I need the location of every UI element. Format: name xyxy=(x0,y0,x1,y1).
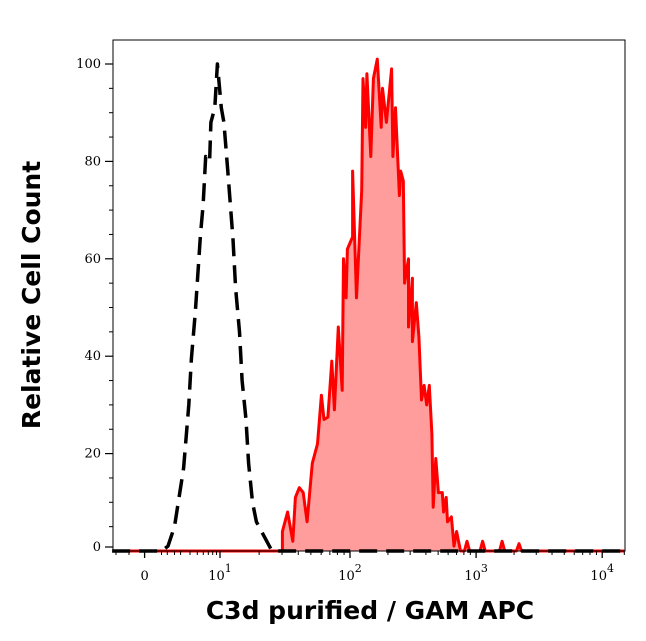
y-tick-label: 0 xyxy=(93,540,101,555)
y-tick-label: 40 xyxy=(84,349,101,364)
y-tick-label: 80 xyxy=(84,154,101,169)
x-tick-label: 0 xyxy=(140,569,148,584)
y-tick-label: 60 xyxy=(84,252,101,267)
x-tick-label: 104 xyxy=(590,562,614,584)
x-axis-title: C3d purified / GAM APC xyxy=(206,596,534,625)
y-tick-label: 100 xyxy=(76,57,101,72)
x-tick-label: 103 xyxy=(464,562,488,584)
axis-layer: 0 20 40 60 80 100 0 101 102 103 104 xyxy=(76,57,625,584)
x-tick-label: 101 xyxy=(208,562,232,584)
series-layer xyxy=(112,57,625,553)
y-axis-title: Relative Cell Count xyxy=(17,161,46,429)
y-tick-label: 20 xyxy=(84,447,101,462)
series-fill-c3d xyxy=(113,59,625,551)
x-tick-label: 102 xyxy=(338,562,362,584)
plot-frame xyxy=(112,39,626,552)
series-line-isotype xyxy=(112,62,625,553)
